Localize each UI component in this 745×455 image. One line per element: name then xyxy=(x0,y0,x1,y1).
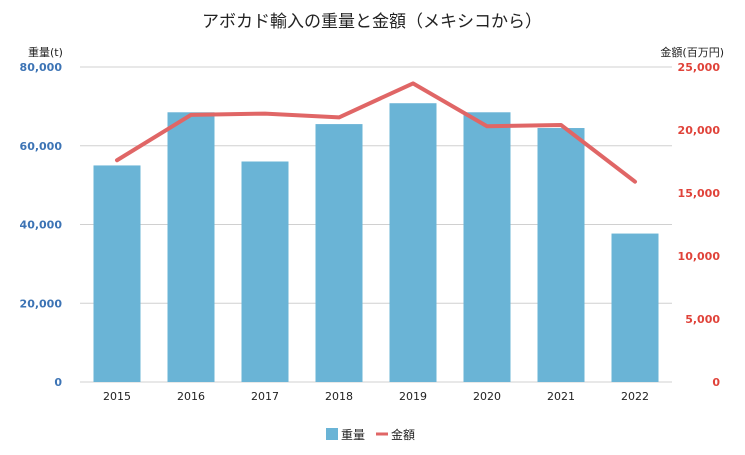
legend-label-amount: 金額 xyxy=(391,427,415,442)
legend: 重量 金額 xyxy=(326,427,415,442)
right-tick-label: 0 xyxy=(712,376,720,389)
x-axis-ticks: 2015 2016 2017 2018 2019 2020 2021 2022 xyxy=(103,390,649,403)
line-path xyxy=(115,81,637,184)
line-series xyxy=(115,81,637,184)
left-tick-label: 20,000 xyxy=(20,297,63,310)
right-tick-label: 20,000 xyxy=(678,124,721,137)
x-tick-label: 2017 xyxy=(251,390,279,403)
x-tick-label: 2015 xyxy=(103,390,131,403)
x-tick-label: 2020 xyxy=(473,390,501,403)
bar xyxy=(93,165,141,382)
right-tick-label: 5,000 xyxy=(685,313,720,326)
bar xyxy=(167,112,215,382)
left-axis-ticks: 0 20,000 40,000 60,000 80,000 xyxy=(20,61,63,389)
right-axis-ticks: 0 5,000 10,000 15,000 20,000 25,000 xyxy=(678,61,721,389)
bar xyxy=(463,112,511,382)
left-axis-label: 重量(t) xyxy=(28,45,63,59)
x-tick-label: 2022 xyxy=(621,390,649,403)
left-tick-label: 40,000 xyxy=(20,219,63,232)
right-axis-label: 金額(百万円) xyxy=(660,45,724,59)
right-tick-label: 25,000 xyxy=(678,61,721,74)
right-tick-label: 10,000 xyxy=(678,250,721,263)
bar xyxy=(389,103,437,382)
bar xyxy=(315,124,363,382)
bar xyxy=(537,128,585,382)
x-tick-label: 2019 xyxy=(399,390,427,403)
left-tick-label: 60,000 xyxy=(20,140,63,153)
legend-swatch-weight xyxy=(326,428,338,440)
bar xyxy=(241,161,289,382)
right-tick-label: 15,000 xyxy=(678,187,721,200)
x-tick-label: 2018 xyxy=(325,390,353,403)
legend-label-weight: 重量 xyxy=(341,428,365,442)
bar-series xyxy=(93,103,659,382)
chart-title: アボカド輸入の重量と金額（メキシコから） xyxy=(202,12,542,32)
left-tick-label: 80,000 xyxy=(20,61,63,74)
x-tick-label: 2016 xyxy=(177,390,205,403)
x-tick-label: 2021 xyxy=(547,390,575,403)
bar xyxy=(611,233,659,382)
left-tick-label: 0 xyxy=(54,376,62,389)
